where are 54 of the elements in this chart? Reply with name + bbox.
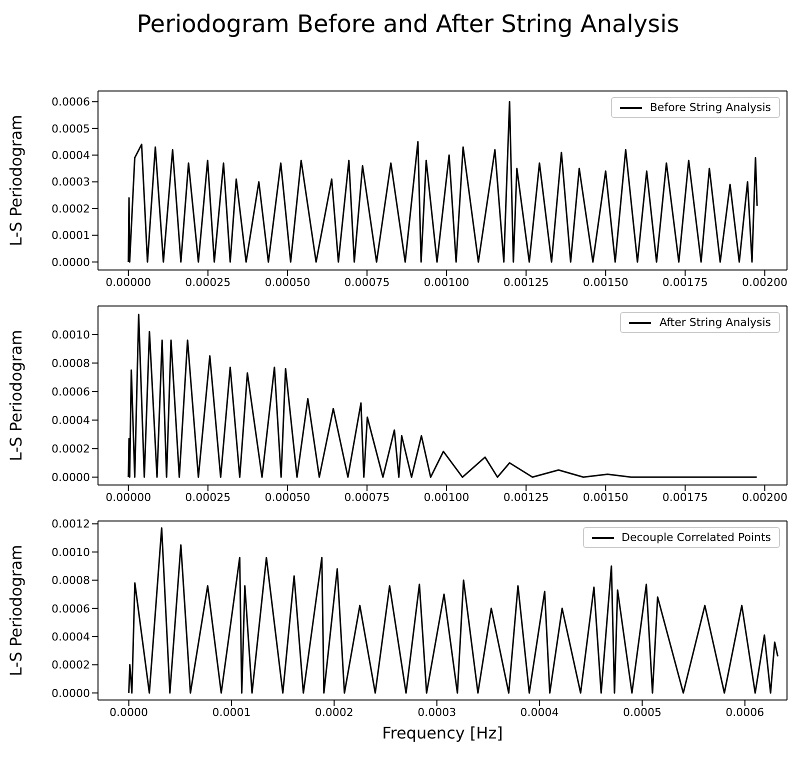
x-tick-label: 0.00100	[424, 490, 470, 504]
y-tick-label: 0.0004	[52, 414, 90, 428]
x-tick-label: 0.00000	[106, 490, 152, 504]
x-tick-label: 0.00200	[742, 276, 788, 289]
x-tick-label: 0.00025	[185, 490, 231, 504]
y-tick-label: 0.0002	[52, 658, 90, 672]
x-tick-label: 0.00150	[582, 276, 628, 289]
y-tick-label: 0.0000	[52, 686, 90, 700]
x-tick-label: 0.0003	[418, 706, 456, 719]
y-tick-label: 0.0004	[52, 630, 90, 644]
chart-title: Periodogram Before and After String Analysis	[136, 9, 680, 40]
y-tick-label: 0.0002	[52, 202, 90, 216]
y-axis-title: L-S Periodogram	[6, 330, 26, 462]
y-tick-label: 0.0010	[52, 546, 90, 559]
x-tick-label: 0.0001	[212, 706, 251, 719]
x-tick-label: 0.00075	[344, 490, 390, 504]
x-tick-label: 0.00050	[264, 490, 310, 504]
x-tick-label: 0.00075	[344, 276, 390, 289]
x-axis-title: Frequency [Hz]	[382, 723, 503, 742]
y-tick-label: 0.0008	[52, 574, 90, 588]
x-tick-label: 0.0004	[520, 706, 559, 719]
y-tick-label: 0.0000	[52, 256, 90, 269]
x-tick-label: 0.00175	[662, 276, 708, 289]
x-tick-label: 0.00125	[503, 490, 549, 504]
legend-label: After String Analysis	[659, 316, 771, 329]
y-tick-label: 0.0004	[52, 149, 90, 162]
legend-label: Decouple Correlated Points	[622, 531, 771, 544]
y-tick-label: 0.0002	[52, 442, 90, 456]
x-tick-label: 0.00150	[582, 490, 628, 504]
x-tick-label: 0.00175	[662, 490, 708, 504]
x-tick-label: 0.0006	[726, 706, 764, 719]
y-axis-title: L-S Periodogram	[6, 544, 26, 676]
y-tick-label: 0.0008	[52, 356, 90, 370]
x-tick-label: 0.00100	[424, 276, 470, 289]
x-tick-label: 0.0000	[110, 706, 148, 719]
y-tick-label: 0.0010	[52, 328, 90, 342]
y-axis-title: L-S Periodogram	[6, 114, 26, 246]
x-tick-label: 0.00025	[185, 276, 231, 289]
x-tick-label: 0.00000	[106, 276, 152, 289]
x-tick-label: 0.00200	[742, 490, 788, 504]
y-tick-label: 0.0006	[52, 602, 90, 616]
y-tick-label: 0.0006	[52, 385, 90, 398]
y-tick-label: 0.0012	[52, 518, 90, 531]
line-series	[128, 527, 779, 694]
legend-label: Before String Analysis	[650, 101, 771, 114]
y-tick-label: 0.0006	[52, 96, 90, 109]
x-tick-label: 0.00050	[264, 276, 310, 289]
y-tick-label: 0.0003	[52, 176, 90, 189]
y-tick-label: 0.0001	[52, 229, 90, 242]
x-tick-label: 0.0002	[314, 706, 354, 719]
x-tick-label: 0.0005	[622, 706, 662, 719]
y-tick-label: 0.0000	[52, 471, 90, 484]
x-tick-label: 0.00125	[503, 276, 549, 289]
y-tick-label: 0.0005	[52, 122, 90, 136]
